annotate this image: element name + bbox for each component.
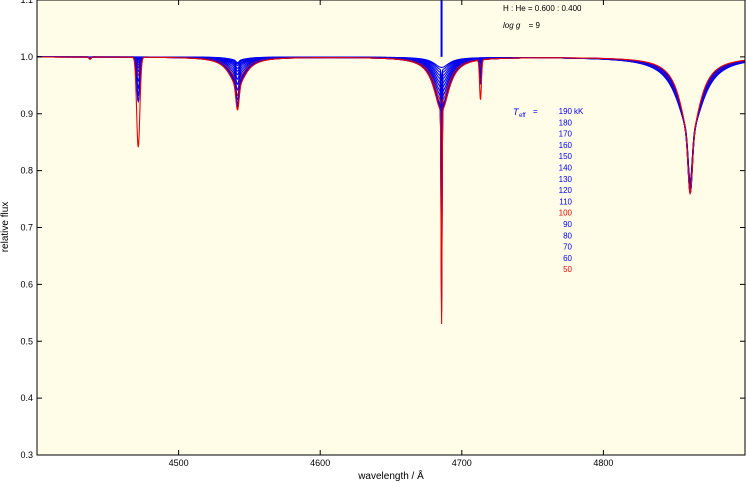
teff-equals: =: [533, 107, 538, 116]
teff-legend: T eff = kK 190 180 170 160 150 140 130 120 110 10…: [513, 107, 584, 274]
y-tick-label: 0.8: [20, 166, 33, 176]
y-tick-label: 1.1: [20, 0, 33, 5]
plot-background: [37, 0, 745, 455]
spectrum-series-50: [37, 56, 745, 325]
legend-teff-130: 130: [559, 175, 573, 184]
y-tick-label: 1.0: [20, 52, 33, 62]
legend-teff-120: 120: [559, 186, 573, 195]
legend-teff-70: 70: [563, 243, 572, 252]
legend-teff-170: 170: [559, 130, 573, 139]
x-tick-label: 4800: [593, 458, 613, 468]
axis-ticks: 4500 4600 4700 4800 0.3 0.4 0.5 0.6 0.7 0.8 0.9 1.0…: [20, 0, 745, 468]
legend-teff-150: 150: [559, 152, 573, 161]
legend-teff-90: 90: [563, 220, 572, 229]
y-tick-label: 0.4: [20, 393, 33, 403]
teff-unit: kK: [574, 107, 584, 116]
gravity-annotation: log g = 9: [503, 21, 540, 30]
legend-teff-80: 80: [563, 231, 572, 240]
legend-teff-160: 160: [559, 141, 573, 150]
legend-teff-190: 190: [559, 107, 573, 116]
legend-teff-50: 50: [563, 265, 572, 274]
legend-teff-100: 100: [559, 209, 573, 218]
x-tick-label: 4500: [169, 458, 189, 468]
teff-label: T: [513, 107, 520, 117]
y-tick-label: 0.5: [20, 336, 33, 346]
y-tick-label: 0.7: [20, 223, 33, 233]
legend-teff-60: 60: [563, 254, 572, 263]
x-axis-label: wavelength / Å: [357, 469, 424, 482]
plot-frame: [36, 0, 746, 456]
x-tick-label: 4700: [452, 458, 472, 468]
legend-teff-110: 110: [559, 197, 572, 206]
teff-subscript: eff: [519, 113, 526, 119]
legend-teff-140: 140: [559, 164, 573, 173]
y-axis-label: relative flux: [0, 202, 11, 253]
x-tick-label: 4600: [310, 458, 330, 468]
y-tick-label: 0.6: [20, 279, 33, 289]
spectrum-curves: [37, 0, 745, 325]
gravity-label: log g: [503, 21, 521, 30]
legend-teff-180: 180: [559, 118, 573, 127]
y-tick-label: 0.9: [20, 109, 33, 119]
composition-annotation: H : He = 0.600 : 0.400: [503, 4, 582, 13]
y-tick-label: 0.3: [20, 450, 33, 460]
gravity-value: = 9: [529, 21, 541, 30]
